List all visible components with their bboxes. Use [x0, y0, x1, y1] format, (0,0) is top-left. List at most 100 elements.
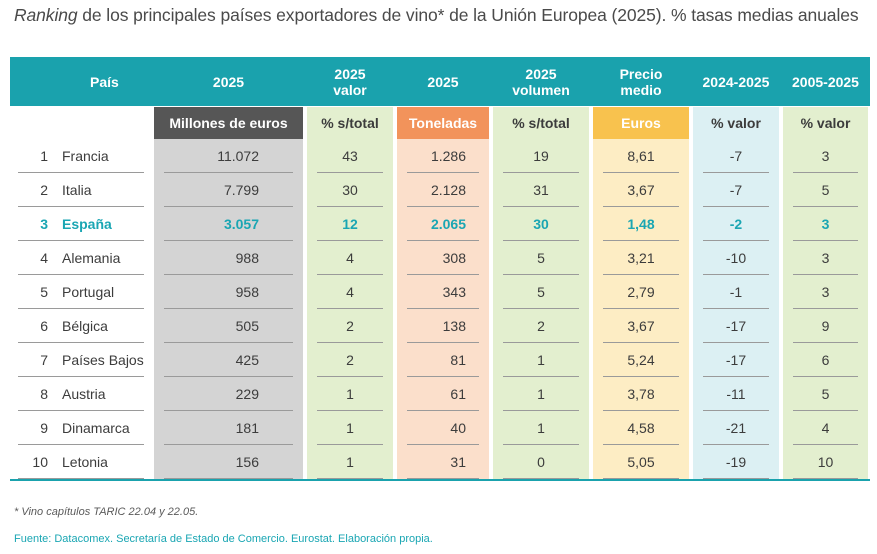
cell-ton: 40 — [450, 420, 466, 436]
row-separator — [407, 274, 479, 275]
cell-pct_vol: 5 — [537, 284, 545, 300]
cell-r0525: 3 — [821, 284, 830, 300]
column-bg-ton — [397, 107, 489, 479]
row-separator — [407, 478, 479, 479]
cell-r2425: -17 — [725, 352, 747, 368]
row-separator — [407, 240, 479, 241]
cell-millones: 156 — [235, 454, 259, 470]
row-separator — [703, 308, 769, 309]
cell-r2425: -2 — [729, 216, 743, 232]
cell-pct_vol: 30 — [533, 216, 549, 232]
row-separator — [503, 342, 579, 343]
row-separator — [317, 308, 383, 309]
row-separator — [407, 410, 479, 411]
row-separator — [603, 274, 679, 275]
row-separator — [603, 444, 679, 445]
cell-pct_val: 1 — [346, 454, 354, 470]
cell-ton: 61 — [450, 386, 466, 402]
cell-precio: 4,58 — [627, 420, 655, 436]
table-bottom-rule — [10, 479, 870, 481]
row-separator — [603, 206, 679, 207]
cell-precio: 2,79 — [627, 284, 655, 300]
row-separator — [407, 444, 479, 445]
row-separator — [164, 376, 293, 377]
cell-pct_val: 1 — [346, 420, 354, 436]
row-separator — [164, 342, 293, 343]
country-name: Austria — [62, 386, 106, 402]
footnote: * Vino capítulos TARIC 22.04 y 22.05. — [14, 506, 199, 518]
page-title: Ranking de los principales países export… — [14, 5, 859, 26]
row-separator — [164, 444, 293, 445]
cell-rank: 2 — [40, 182, 48, 198]
cell-millones: 505 — [235, 318, 259, 334]
row-separator — [407, 376, 479, 377]
cell-pct_vol: 31 — [533, 182, 549, 198]
row-separator — [18, 308, 144, 309]
row-separator — [793, 478, 858, 479]
cell-rank: 3 — [40, 216, 48, 232]
header-2025: 2025 — [152, 57, 305, 106]
row-separator — [793, 206, 858, 207]
column-bg-precio — [593, 107, 689, 479]
row-separator — [503, 478, 579, 479]
row-separator — [317, 206, 383, 207]
column-bg-millones — [154, 107, 303, 479]
cell-ton: 2.065 — [430, 216, 466, 232]
row-separator — [793, 172, 858, 173]
row-separator — [164, 478, 293, 479]
header-2024-2025-line-1: 2024-2025 — [702, 73, 770, 90]
header-precio-medio-line-1: Precio — [619, 65, 663, 82]
row-separator — [503, 444, 579, 445]
row-separator — [503, 410, 579, 411]
header-2025-volumen: 2025 volumen — [491, 57, 591, 106]
cell-r2425: -7 — [729, 148, 743, 164]
subheader-pct-valor-2425: % valor — [711, 115, 761, 131]
country-name: España — [62, 216, 112, 232]
cell-r0525: 9 — [821, 318, 830, 334]
row-separator — [703, 172, 769, 173]
row-separator — [703, 444, 769, 445]
cell-precio: 3,67 — [627, 318, 655, 334]
row-separator — [703, 478, 769, 479]
header-2024-2025: 2024-2025 — [691, 57, 781, 106]
row-separator — [317, 376, 383, 377]
row-separator — [793, 240, 858, 241]
cell-rank: 8 — [40, 386, 48, 402]
cell-pct_val: 30 — [342, 182, 358, 198]
country-name: Francia — [62, 148, 109, 164]
cell-millones: 229 — [235, 386, 259, 402]
row-separator — [603, 308, 679, 309]
row-separator — [503, 206, 579, 207]
cell-r0525: 5 — [821, 182, 830, 198]
row-separator — [317, 478, 383, 479]
row-separator — [317, 410, 383, 411]
cell-ton: 31 — [450, 454, 466, 470]
cell-r2425: -11 — [726, 386, 746, 402]
subheader-pct-valor-0525: % valor — [800, 115, 851, 131]
cell-pct_vol: 1 — [537, 420, 545, 436]
cell-rank: 10 — [32, 454, 48, 470]
cell-r0525: 4 — [821, 420, 830, 436]
header-2025-toneladas-line-1: 2025 — [427, 73, 459, 90]
row-separator — [407, 342, 479, 343]
row-separator — [793, 410, 858, 411]
cell-r0525: 5 — [821, 386, 830, 402]
row-separator — [603, 478, 679, 479]
cell-r2425: -7 — [729, 182, 743, 198]
row-separator — [793, 376, 858, 377]
row-separator — [18, 240, 144, 241]
row-separator — [703, 274, 769, 275]
cell-pct_val: 12 — [342, 216, 358, 232]
subheader-toneladas: Toneladas — [397, 107, 489, 139]
cell-r0525: 10 — [817, 454, 834, 470]
row-separator — [407, 172, 479, 173]
cell-r2425: -21 — [725, 420, 747, 436]
row-separator — [18, 172, 144, 173]
cell-millones: 988 — [235, 250, 259, 266]
cell-millones: 425 — [235, 352, 259, 368]
row-separator — [407, 308, 479, 309]
cell-precio: 3,21 — [627, 250, 655, 266]
cell-pct_val: 2 — [346, 352, 354, 368]
source-note: Fuente: Datacomex. Secretaría de Estado … — [14, 533, 433, 545]
row-separator — [703, 206, 769, 207]
